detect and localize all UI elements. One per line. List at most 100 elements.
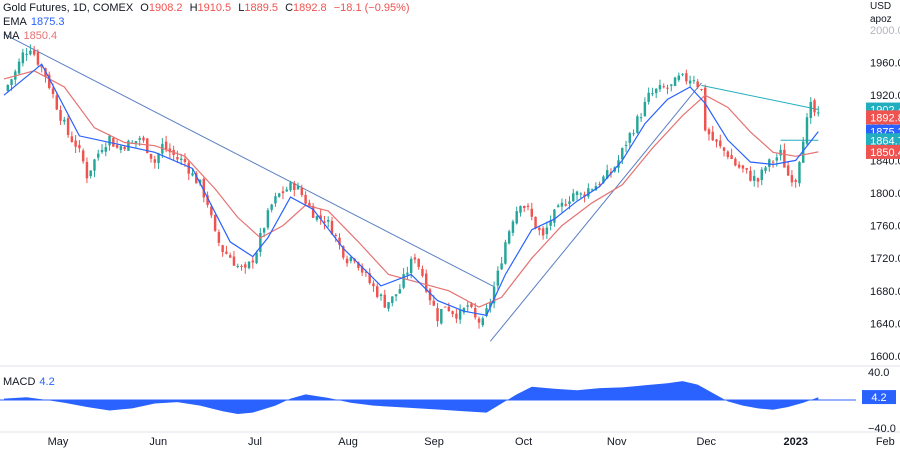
candle-body xyxy=(734,158,737,166)
candle-body xyxy=(70,136,74,142)
candle-body xyxy=(240,265,243,267)
candle-body xyxy=(628,133,632,143)
candle-body xyxy=(598,183,601,185)
legend-ema[interactable]: EMA 1875.3 xyxy=(3,16,65,29)
unit-label: apoz xyxy=(870,14,892,25)
candle-body xyxy=(372,283,375,287)
candle-body xyxy=(572,193,575,202)
candle-body xyxy=(541,228,545,236)
x-tick-label: May xyxy=(48,436,69,448)
change-value: −18.1 (−0.95%) xyxy=(333,2,410,14)
price-tag-text: 1864.7 xyxy=(870,135,900,147)
candle-body xyxy=(323,221,326,223)
candle-body xyxy=(100,150,104,153)
candle-body xyxy=(289,182,292,191)
candle-body xyxy=(779,149,782,156)
horizontal-line xyxy=(701,84,819,111)
candle-body xyxy=(719,140,722,147)
candle-body xyxy=(485,308,488,316)
candle-body xyxy=(48,74,51,88)
y-tick-label: 2000.0 xyxy=(870,25,900,37)
candle-body xyxy=(59,109,62,121)
candle-layer xyxy=(6,44,820,329)
candle-body xyxy=(451,311,454,314)
candle-body xyxy=(722,147,726,151)
candle-body xyxy=(715,139,718,142)
candle-body xyxy=(496,270,500,286)
candle-body xyxy=(368,273,371,284)
candle-body xyxy=(123,146,126,150)
candle-body xyxy=(590,189,594,191)
macd-y-tick-label: 40.0 xyxy=(868,367,889,379)
candle-body xyxy=(605,170,609,179)
candle-body xyxy=(621,148,624,160)
candle-body xyxy=(179,158,183,160)
price-tag-box xyxy=(866,144,900,159)
candle-body xyxy=(149,153,153,159)
candle-body xyxy=(36,52,40,65)
symbol-title: Gold Futures, 1D, COMEX xyxy=(3,2,134,14)
macd-tag-text: 4.2 xyxy=(871,392,886,404)
close-value: 1892.8 xyxy=(293,2,327,14)
candle-body xyxy=(127,140,130,151)
ma-value: 1850.4 xyxy=(23,30,58,42)
candle-body xyxy=(639,117,643,119)
candle-body xyxy=(504,242,507,264)
ma-label: MA xyxy=(3,30,20,42)
legend-macd[interactable]: MACD 4.2 xyxy=(3,376,55,388)
candle-body xyxy=(115,145,119,148)
candle-body xyxy=(251,260,255,263)
candle-body xyxy=(511,221,515,233)
candle-body xyxy=(364,271,368,273)
candle-body xyxy=(81,150,85,162)
grid-layer xyxy=(0,365,900,433)
candle-body xyxy=(530,208,534,217)
y-tick-label: 1680.0 xyxy=(870,286,900,298)
candle-body xyxy=(647,92,650,102)
candle-body xyxy=(406,272,409,275)
candle-body xyxy=(481,318,485,326)
candle-body xyxy=(315,216,319,220)
legend-ohlc: Gold Futures, 1D, COMEX O1908.2 H1910.5 … xyxy=(3,2,410,15)
x-tick-label: Sep xyxy=(424,436,444,448)
candle-body xyxy=(489,302,492,308)
candle-body xyxy=(666,87,669,89)
candle-body xyxy=(651,93,654,95)
price-tag-text: 1850.4 xyxy=(870,147,900,159)
candle-body xyxy=(583,194,586,197)
open-value: 1908.2 xyxy=(148,2,183,14)
candle-body xyxy=(244,264,247,268)
candle-body xyxy=(217,232,221,243)
candle-body xyxy=(587,188,590,197)
low-label: L xyxy=(238,2,245,14)
candle-body xyxy=(707,129,711,135)
candle-body xyxy=(413,257,417,260)
price-label-layer: 1902.41892.81875.31864.71850.44.2 xyxy=(862,102,900,405)
candle-body xyxy=(560,202,564,207)
candle-body xyxy=(394,294,398,297)
candle-body xyxy=(326,219,330,222)
ema-line xyxy=(3,63,819,316)
candle-body xyxy=(311,205,315,218)
candle-body xyxy=(470,303,473,308)
candle-body xyxy=(756,178,760,182)
candle-body xyxy=(10,79,13,85)
candle-body xyxy=(21,52,25,64)
candle-body xyxy=(119,146,123,150)
candle-body xyxy=(749,170,752,181)
candle-body xyxy=(274,196,277,204)
candle-body xyxy=(421,268,424,276)
candle-body xyxy=(300,187,304,196)
indicator-layer xyxy=(3,63,819,316)
candle-body xyxy=(737,164,741,168)
x-tick-label: Jul xyxy=(248,436,262,448)
candle-body xyxy=(813,100,816,113)
candle-body xyxy=(783,149,786,168)
candle-body xyxy=(221,245,224,252)
candle-body xyxy=(97,153,100,158)
candle-body xyxy=(568,201,571,205)
candle-body xyxy=(466,305,469,307)
candle-body xyxy=(398,289,402,294)
legend-ma[interactable]: MA 1850.4 xyxy=(3,30,57,43)
